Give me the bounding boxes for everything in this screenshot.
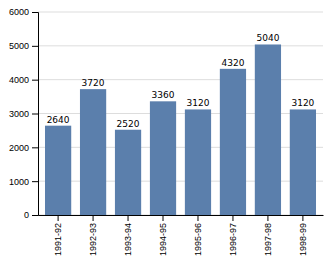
x-tick: 1994-95: [158, 215, 168, 256]
grid-line: [38, 12, 323, 13]
bar: [220, 69, 246, 215]
x-axis: 1991-92 1992-93 1993-94 1994-95 1995-96 1996-…: [39, 215, 324, 256]
x-tick-mark: [163, 215, 164, 221]
data-label: 2520: [117, 119, 140, 129]
data-label: 3120: [187, 98, 210, 108]
y-tick-mark: [32, 46, 38, 47]
x-tick: 1997-98: [263, 215, 273, 256]
data-label: 3360: [152, 90, 175, 100]
data-label: 2640: [47, 115, 70, 125]
data-label: 4320: [222, 58, 245, 68]
plot: 01000200030004000500060001991-921992-931…: [9, 7, 324, 256]
y-tick-label: 1000: [9, 177, 29, 187]
x-tick: 1992-93: [88, 215, 98, 256]
y-tick-label: 0: [24, 210, 29, 220]
bar: [45, 126, 71, 215]
x-tick-mark: [93, 215, 94, 221]
y-tick-label: 3000: [9, 109, 29, 119]
y-tick-label: 5000: [9, 41, 29, 51]
x-tick: 1996-97: [228, 215, 238, 256]
bars: [45, 44, 316, 215]
x-tick-label: 1996-97: [228, 223, 238, 256]
y-tick: 4000: [9, 75, 38, 85]
x-axis-line: [39, 215, 324, 216]
y-tick-mark: [32, 147, 38, 148]
x-tick-mark: [58, 215, 59, 221]
y-tick: 0: [24, 210, 38, 220]
chart-container: 01000200030004000500060001991-921992-931…: [0, 0, 331, 265]
data-label: 5040: [256, 33, 279, 43]
data-labels: 2640 3720 2520 3360 3120 4320 5040 3120: [47, 33, 315, 128]
data-label: 3120: [291, 98, 314, 108]
y-tick-mark: [32, 215, 38, 216]
bar: [290, 109, 316, 215]
y-tick: 3000: [9, 109, 38, 119]
y-tick: 1000: [9, 177, 38, 187]
y-axis-line: [32, 13, 39, 216]
x-tick-label: 1991-92: [53, 223, 63, 256]
x-tick-label: 1993-94: [123, 223, 133, 256]
bar: [80, 89, 106, 215]
x-tick-mark: [197, 215, 198, 221]
x-tick-label: 1998-99: [298, 223, 308, 256]
x-tick-mark: [232, 215, 233, 221]
y-tick-label: 2000: [9, 143, 29, 153]
x-tick-mark: [302, 215, 303, 221]
x-tick: 1993-94: [123, 215, 133, 256]
bar: [150, 101, 176, 215]
x-tick-mark: [128, 215, 129, 221]
x-tick: 1991-92: [53, 215, 63, 256]
x-tick-label: 1995-96: [193, 223, 203, 256]
x-tick-label: 1992-93: [88, 223, 98, 256]
data-label: 3720: [82, 78, 105, 88]
x-tick: 1998-99: [298, 215, 308, 256]
x-tick-label: 1997-98: [263, 223, 273, 256]
bar: [185, 109, 211, 215]
y-tick-mark: [32, 181, 38, 182]
x-tick: 1995-96: [193, 215, 203, 256]
grid: [38, 12, 323, 215]
chart-svg: 01000200030004000500060001991-921992-931…: [0, 0, 331, 265]
y-tick-label: 6000: [9, 7, 29, 17]
y-tick-label: 4000: [9, 75, 29, 85]
x-tick-mark: [267, 215, 268, 221]
y-tick: 6000: [9, 7, 38, 17]
bar: [255, 44, 281, 215]
y-tick: 5000: [9, 41, 38, 51]
y-tick-mark: [32, 12, 38, 13]
x-tick-label: 1994-95: [158, 223, 168, 256]
y-tick: 2000: [9, 143, 38, 153]
y-tick-mark: [32, 114, 38, 115]
y-axis: 0 1000 2000 3000 4000 5000 6000: [9, 7, 39, 220]
bar: [115, 130, 141, 215]
y-tick-mark: [32, 80, 38, 81]
